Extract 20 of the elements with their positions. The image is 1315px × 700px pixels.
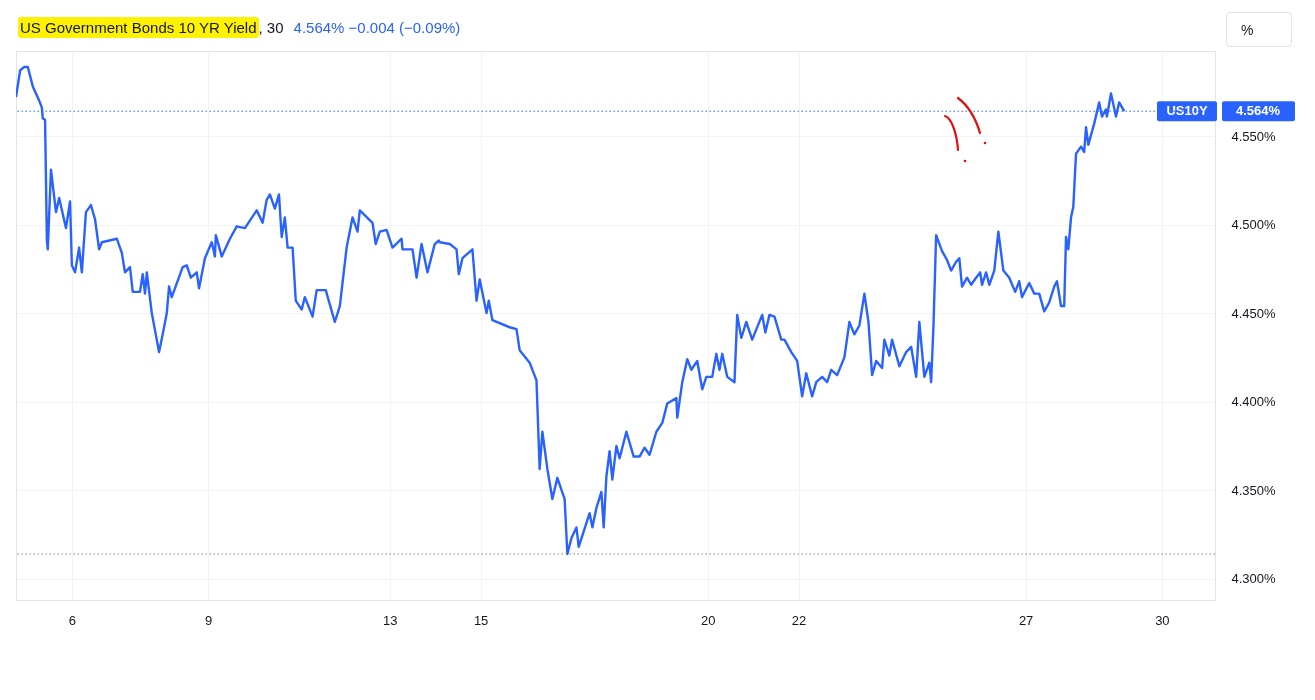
ref-line-label: 4.564% bbox=[1235, 103, 1281, 119]
y-tick-label: 4.500% bbox=[1231, 217, 1277, 233]
chart-title: US Government Bonds 10 YR Yield bbox=[18, 17, 259, 38]
x-tick-label: 15 bbox=[473, 612, 489, 628]
text: % bbox=[1226, 12, 1292, 47]
y-tick-label: 4.300% bbox=[1231, 571, 1277, 587]
y-tick-label: 4.550% bbox=[1231, 128, 1277, 144]
x-tick-label: 30 bbox=[1155, 612, 1170, 628]
y-tick-label: 4.450% bbox=[1231, 305, 1277, 321]
x-tick-label: 20 bbox=[700, 612, 716, 628]
chart-subtitle: 4.564% −0.004 (−0.09%) bbox=[293, 19, 461, 36]
x-tick-label: 27 bbox=[1018, 612, 1034, 628]
x-tick-label: 13 bbox=[383, 612, 398, 628]
y-tick-label: 4.350% bbox=[1231, 482, 1277, 498]
x-tick-label: 9 bbox=[205, 612, 213, 628]
x-tick-label: 22 bbox=[791, 612, 807, 628]
y-tick-label: 4.400% bbox=[1231, 394, 1277, 410]
text: US10Y bbox=[1166, 103, 1208, 119]
x-tick-label: 6 bbox=[68, 612, 76, 628]
text: , 30 bbox=[258, 19, 284, 36]
